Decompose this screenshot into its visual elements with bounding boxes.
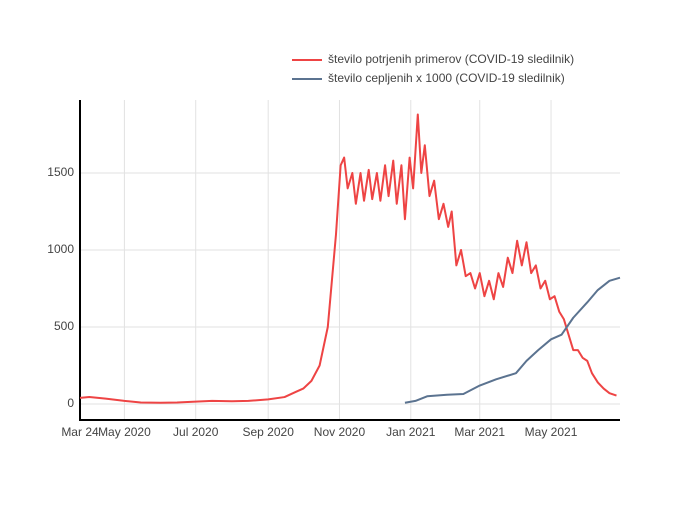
y-tick-label: 0 (67, 396, 74, 410)
x-tick-label: Sep 2020 (242, 425, 294, 439)
x-tick-label: Mar 2021 (454, 425, 505, 439)
x-tick-label: Jul 2020 (173, 425, 219, 439)
y-tick-label: 1500 (47, 165, 74, 179)
x-tick-label: Nov 2020 (314, 425, 366, 439)
x-tick-label: May 2021 (525, 425, 578, 439)
x-tick-label: Jan 2021 (386, 425, 436, 439)
x-tick-label: Mar 24 (61, 425, 99, 439)
series-line (404, 276, 621, 404)
x-tick-label: May 2020 (98, 425, 151, 439)
legend-label: število potrjenih primerov (COVID-19 sle… (328, 52, 574, 66)
y-tick-label: 500 (54, 319, 74, 333)
y-tick-label: 1000 (47, 242, 74, 256)
legend-label: število cepljenih x 1000 (COVID-19 sledi… (328, 71, 565, 85)
series-line (79, 113, 617, 404)
